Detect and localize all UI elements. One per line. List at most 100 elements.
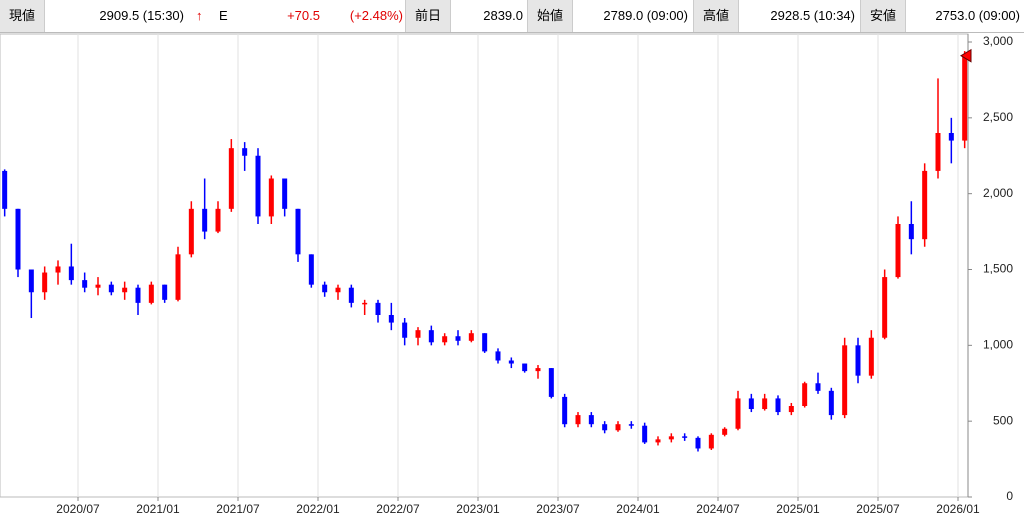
candle-body [508, 360, 514, 364]
plot-frame [0, 33, 969, 498]
change-pct: (+2.48%) [349, 8, 403, 23]
candle-body [922, 170, 928, 240]
candle-body [642, 425, 648, 443]
x-tick-label: 2025/01 [776, 502, 820, 516]
candle-body [788, 406, 794, 413]
candle-body [762, 398, 768, 410]
x-tick-label: 2026/01 [936, 502, 980, 516]
quote-header: 現値 2909.5 (15:30) ↑ E +70.5 (+2.48%) 前日 … [0, 0, 1024, 33]
candle-body [255, 155, 261, 217]
candle-body [108, 284, 114, 293]
value: 2753.0 (09:00) [935, 8, 1020, 23]
candle-body [242, 148, 248, 156]
candle-body [855, 345, 861, 376]
y-tick-label: 1,500 [983, 262, 1013, 276]
x-tick-label: 2023/07 [536, 502, 580, 516]
value: 2839.0 [483, 8, 523, 23]
candle-body [322, 284, 328, 293]
candle-body [535, 368, 541, 372]
value: 2928.5 (10:34) [770, 8, 855, 23]
y-tick-label: 500 [993, 413, 1013, 427]
candle-body [348, 287, 354, 303]
candle-body [522, 363, 528, 372]
candle-body [175, 254, 181, 300]
candle-body [602, 424, 608, 431]
candle-body [188, 208, 194, 255]
candle-body [962, 55, 968, 141]
candle-body [948, 133, 954, 141]
label: 前日 [405, 0, 451, 32]
candle-body [2, 170, 8, 209]
x-tick-label: 2024/07 [696, 502, 740, 516]
candle-body [95, 284, 101, 288]
change: +70.5 [287, 8, 320, 23]
x-tick-label: 2021/07 [216, 502, 260, 516]
candle-body [215, 208, 221, 232]
candle-body [402, 322, 408, 338]
candle-body [882, 277, 888, 338]
candle-body [842, 345, 848, 416]
candle-body [815, 383, 821, 391]
x-tick-label: 2022/01 [296, 502, 340, 516]
candle-body [722, 428, 728, 435]
y-tick-label: 2,500 [983, 110, 1013, 124]
x-tick-label: 2020/07 [56, 502, 100, 516]
candle-body [82, 280, 88, 288]
arrow: ↑ [196, 8, 203, 23]
candle-body [708, 434, 714, 449]
candle-body [162, 284, 168, 300]
x-tick-label: 2025/07 [856, 502, 900, 516]
candle-body [442, 336, 448, 343]
candle-body [562, 396, 568, 425]
x-tick-label: 2024/01 [616, 502, 660, 516]
candle-body [202, 208, 208, 232]
candle-body [895, 224, 901, 278]
candle-body [668, 436, 674, 440]
x-tick-label: 2021/01 [136, 502, 180, 516]
candle-body [575, 415, 581, 425]
y-tick-label: 2,000 [983, 186, 1013, 200]
value: 2909.5 (15:30) [99, 8, 184, 23]
candle-body [428, 330, 434, 343]
flag: E [219, 8, 228, 23]
candle-body [908, 224, 914, 240]
candle-body [42, 272, 48, 293]
value: 2789.0 (09:00) [603, 8, 688, 23]
candle-body [628, 424, 634, 426]
candle-body [588, 415, 594, 425]
label: 安値 [860, 0, 906, 32]
candle-body [282, 178, 288, 209]
candle-body [468, 333, 474, 341]
candle-body [295, 208, 301, 255]
candle-body [748, 398, 754, 410]
candle-body [482, 333, 488, 352]
candle-body [828, 390, 834, 416]
candle-body [308, 254, 314, 285]
label: 始値 [527, 0, 573, 32]
label: 現値 [0, 0, 45, 32]
candle-body [695, 437, 701, 449]
candle-body [335, 287, 341, 293]
candle-body [268, 178, 274, 217]
candle-body [15, 208, 21, 270]
label: 高値 [693, 0, 739, 32]
candle-body [415, 330, 421, 338]
candle-body [548, 368, 554, 397]
candle-body [375, 302, 381, 315]
candle-body [868, 337, 874, 376]
candle-body [362, 302, 368, 305]
candle-body [655, 439, 661, 443]
candle-body [55, 266, 61, 273]
candle-body [388, 315, 394, 323]
candle-body [735, 398, 741, 429]
y-tick-label: 0 [1006, 489, 1013, 503]
candle-body [615, 424, 621, 431]
candle-body [775, 398, 781, 413]
candle-body [455, 336, 461, 341]
candle-body [935, 133, 941, 171]
candle-body [148, 284, 154, 303]
y-tick-label: 1,000 [983, 338, 1013, 352]
last-price-marker [960, 48, 972, 63]
candle-body [802, 383, 808, 406]
